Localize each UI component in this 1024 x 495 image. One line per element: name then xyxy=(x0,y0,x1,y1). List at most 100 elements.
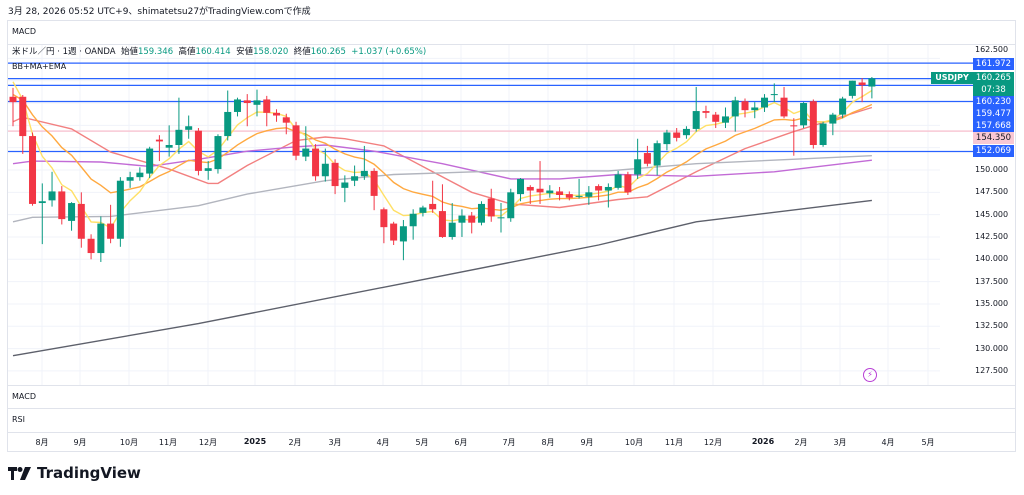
lightning-event-icon[interactable]: ⚡ xyxy=(863,368,877,382)
time-label: 2025 xyxy=(243,437,267,446)
bar-countdown: 07:38 xyxy=(981,85,1006,95)
candle-up xyxy=(507,192,515,219)
candle-up xyxy=(321,163,329,177)
candle-up xyxy=(185,126,193,130)
price-tick: 142.500 xyxy=(975,231,1009,241)
candle-down xyxy=(29,136,37,204)
candle-down xyxy=(712,114,720,122)
candle-up xyxy=(116,180,124,239)
candle-up xyxy=(517,178,525,195)
candle-up xyxy=(497,217,505,219)
price-tick: 162.500 xyxy=(975,45,1009,54)
candle-up xyxy=(731,100,739,117)
candle-down xyxy=(331,162,339,187)
symbol-name[interactable]: 米ドル／円 · 1週 · OANDA xyxy=(12,47,116,57)
pane-separator[interactable] xyxy=(7,385,1016,386)
candle-up xyxy=(682,128,690,136)
brand-name: TradingView xyxy=(37,464,141,482)
macd-pane-label[interactable]: MACD xyxy=(12,392,36,401)
candle-down xyxy=(312,148,320,177)
candle-up xyxy=(48,191,56,201)
indicator-label[interactable]: BB+MA+EMA xyxy=(12,62,67,71)
time-label: 3月 xyxy=(833,438,847,447)
price-label: 161.972 xyxy=(973,58,1014,70)
candle-up xyxy=(448,222,456,237)
candle-up xyxy=(751,107,759,111)
candle-down xyxy=(292,125,300,156)
price-tick: 137.500 xyxy=(975,276,1009,286)
candle-up xyxy=(165,144,173,148)
time-axis-separator xyxy=(7,432,1016,433)
time-label: 4月 xyxy=(881,438,895,447)
price-tick: 150.000 xyxy=(975,165,1009,174)
macd-pane-label-top[interactable]: MACD xyxy=(12,27,36,36)
candle-down xyxy=(107,223,115,239)
candle-up xyxy=(214,136,222,170)
candle-up xyxy=(360,170,368,177)
candle-down xyxy=(468,215,476,223)
candle-down xyxy=(565,194,573,198)
high-label: 高値 xyxy=(178,47,196,57)
ma-dark-line xyxy=(12,199,872,357)
rsi-pane-label[interactable]: RSI xyxy=(12,415,25,424)
candle-up xyxy=(653,143,661,166)
candle-down xyxy=(9,96,17,103)
price-tick: 135.000 xyxy=(975,298,1009,308)
candle-up xyxy=(126,177,134,181)
candle-up xyxy=(663,132,671,145)
candle-up xyxy=(829,114,837,124)
tradingview-logo[interactable]: TradingView xyxy=(8,464,141,482)
candle-up xyxy=(302,148,310,157)
candle-up xyxy=(819,123,827,145)
candle-down xyxy=(487,198,495,217)
time-label: 4月 xyxy=(376,438,390,447)
candle-down xyxy=(790,125,798,127)
candle-up xyxy=(68,203,76,221)
current-price-label: 160.265 07:38 xyxy=(973,72,1014,96)
candle-up xyxy=(721,116,729,123)
chart-caption: 3月 28, 2026 05:52 UTC+9、shimatetsu27がTra… xyxy=(8,7,311,17)
candle-up xyxy=(458,215,466,223)
candle-down xyxy=(282,117,290,123)
tradingview-logo-icon xyxy=(8,466,31,480)
current-price: 160.265 xyxy=(975,73,1012,83)
time-label: 12月 xyxy=(198,438,218,447)
time-label: 5月 xyxy=(415,438,429,447)
pane-separator[interactable] xyxy=(7,44,1016,45)
price-tick: 127.500 xyxy=(975,365,1009,375)
pane-separator[interactable] xyxy=(7,408,1016,409)
candle-up xyxy=(477,203,485,223)
candle-down xyxy=(58,191,66,220)
price-tick: 140.000 xyxy=(975,254,1009,264)
time-label: 11月 xyxy=(158,438,178,447)
symbol-legend: 米ドル／円 · 1週 · OANDA 始値159.346 高値160.414 安… xyxy=(12,47,426,58)
open-value: 159.346 xyxy=(137,47,174,57)
candle-up xyxy=(419,207,427,213)
time-label: 2月 xyxy=(794,438,808,447)
time-label: 5月 xyxy=(921,438,935,447)
candle-up xyxy=(224,111,232,137)
candle-down xyxy=(643,153,651,164)
time-label: 3月 xyxy=(328,438,342,447)
candle-up xyxy=(136,172,144,178)
candle-down xyxy=(390,223,398,241)
time-label: 2026 xyxy=(751,437,775,446)
candle-down xyxy=(556,191,564,196)
candle-up xyxy=(585,192,593,197)
candle-down xyxy=(673,132,681,138)
candle-down xyxy=(429,203,437,210)
candle-down xyxy=(19,96,27,137)
candle-down xyxy=(370,170,378,196)
chart-frame xyxy=(7,20,1016,452)
change-value: +1.037 (+0.65%) xyxy=(351,47,427,57)
candle-up xyxy=(604,186,612,191)
candle-down xyxy=(438,211,446,237)
candle-down xyxy=(624,174,632,193)
candle-up xyxy=(800,103,808,126)
candle-up xyxy=(546,190,554,194)
price-label: 154.350 xyxy=(973,132,1014,144)
candle-down xyxy=(273,112,281,116)
time-label: 9月 xyxy=(580,438,594,447)
time-label: 8月 xyxy=(35,438,49,447)
